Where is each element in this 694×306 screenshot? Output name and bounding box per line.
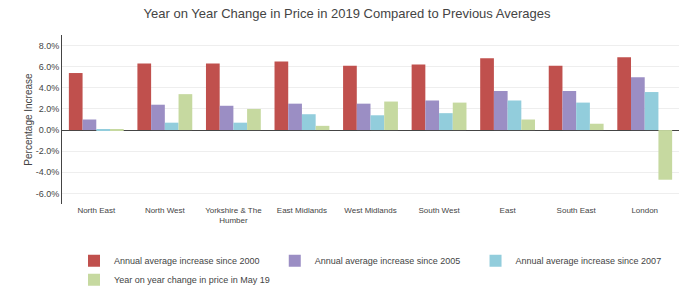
svg-text:-4.0%: -4.0% [36,167,60,177]
svg-text:4.0%: 4.0% [39,83,60,93]
svg-text:Annual average increase since: Annual average increase since 2005 [315,256,461,266]
svg-text:Yorkshire & TheHumber: Yorkshire & TheHumber [205,206,262,225]
svg-text:8.0%: 8.0% [39,41,60,51]
svg-text:South West: South West [418,206,460,215]
svg-text:Year on Year Change in Price i: Year on Year Change in Price in 2019 Com… [144,6,551,21]
svg-text:Annual average increase since: Annual average increase since 2007 [516,256,662,266]
svg-text:-2.0%: -2.0% [36,146,60,156]
svg-text:East: East [500,206,517,215]
svg-text:Annual average increase since: Annual average increase since 2000 [114,256,260,266]
svg-text:0.0%: 0.0% [39,125,60,135]
svg-text:Percentage Increase: Percentage Increase [23,73,34,166]
svg-text:South East: South East [557,206,597,215]
svg-text:2.0%: 2.0% [39,104,60,114]
svg-text:West Midlands: West Midlands [344,206,396,215]
svg-text:Year on year change in price i: Year on year change in price in May 19 [114,275,270,285]
svg-text:East Midlands: East Midlands [277,206,327,215]
svg-text:London: London [631,206,658,215]
svg-text:North East: North East [77,206,116,215]
svg-text:6.0%: 6.0% [39,62,60,72]
svg-text:-6.0%: -6.0% [36,189,60,199]
svg-text:North West: North West [145,206,186,215]
